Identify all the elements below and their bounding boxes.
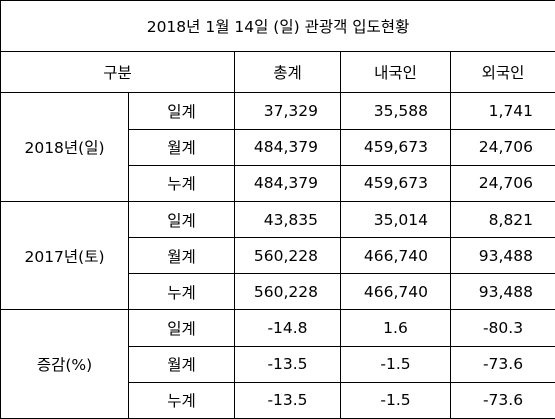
- cell-total: -13.5: [234, 381, 341, 419]
- cell-foreign: 1,741: [449, 92, 555, 130]
- cell-foreign: -73.6: [449, 345, 555, 383]
- row-sub-label: 월계: [128, 345, 235, 383]
- cell-domestic: -1.5: [340, 381, 451, 419]
- table-row: 누계 560,228 466,740 93,488: [1, 273, 555, 311]
- cell-total: -13.5: [234, 345, 341, 383]
- group-label-change: 증감(%): [0, 309, 129, 419]
- cell-foreign: 93,488: [449, 273, 555, 311]
- cell-foreign: 24,706: [449, 128, 555, 166]
- cell-foreign: 8,821: [449, 200, 555, 239]
- cell-domestic: 459,673: [340, 164, 451, 202]
- row-sub-label: 일계: [128, 200, 235, 239]
- row-sub-label: 누계: [128, 164, 235, 202]
- header-total: 총계: [234, 51, 341, 94]
- table-row: 월계 -13.5 -1.5 -73.6: [1, 345, 555, 383]
- header-category: 구분: [0, 51, 235, 94]
- cell-total: 560,228: [234, 237, 341, 275]
- cell-domestic: 35,588: [340, 92, 451, 130]
- cell-total: 37,329: [234, 92, 341, 130]
- row-sub-label: 누계: [128, 273, 235, 311]
- header-row: 구분 총계 내국인 외국인: [0, 51, 555, 94]
- table-row: 누계 484,379 459,673 24,706: [1, 164, 555, 202]
- cell-total: 43,835: [234, 200, 341, 239]
- row-sub-label: 월계: [128, 237, 235, 275]
- cell-foreign: -73.6: [449, 381, 555, 419]
- cell-domestic: 35,014: [340, 200, 451, 239]
- row-sub-label: 월계: [128, 128, 235, 166]
- cell-domestic: 466,740: [340, 237, 451, 275]
- table-row: 월계 484,379 459,673 24,706: [1, 128, 555, 166]
- cell-total: 560,228: [234, 273, 341, 311]
- table-title: 2018년 1월 14일 (일) 관광객 입도현황: [0, 0, 555, 53]
- cell-foreign: 93,488: [449, 237, 555, 275]
- header-foreign: 외국인: [449, 51, 555, 94]
- row-sub-label: 일계: [128, 92, 235, 130]
- cell-domestic: 1.6: [340, 309, 451, 347]
- cell-foreign: -80.3: [449, 309, 555, 347]
- cell-total: 484,379: [234, 128, 341, 166]
- row-sub-label: 누계: [128, 381, 235, 419]
- table-row: 2018년(일) 일계 37,329 35,588 1,741: [0, 92, 555, 202]
- cell-foreign: 24,706: [449, 164, 555, 202]
- cell-domestic: -1.5: [340, 345, 451, 383]
- cell-total: -14.8: [234, 309, 341, 347]
- table-row: 2017년(토) 일계 43,835 35,014 8,821: [0, 200, 555, 311]
- table-row: 월계 560,228 466,740 93,488: [1, 237, 555, 275]
- group-label-2018: 2018년(일): [0, 92, 129, 202]
- cell-domestic: 466,740: [340, 273, 451, 311]
- header-domestic: 내국인: [340, 51, 451, 94]
- group-label-2017: 2017년(토): [0, 200, 129, 311]
- row-sub-label: 일계: [128, 309, 235, 347]
- cell-total: 484,379: [234, 164, 341, 202]
- table-row: 증감(%) 일계 -14.8 1.6 -80.3: [0, 309, 555, 419]
- cell-domestic: 459,673: [340, 128, 451, 166]
- table-row: 누계 -13.5 -1.5 -73.6: [1, 381, 555, 419]
